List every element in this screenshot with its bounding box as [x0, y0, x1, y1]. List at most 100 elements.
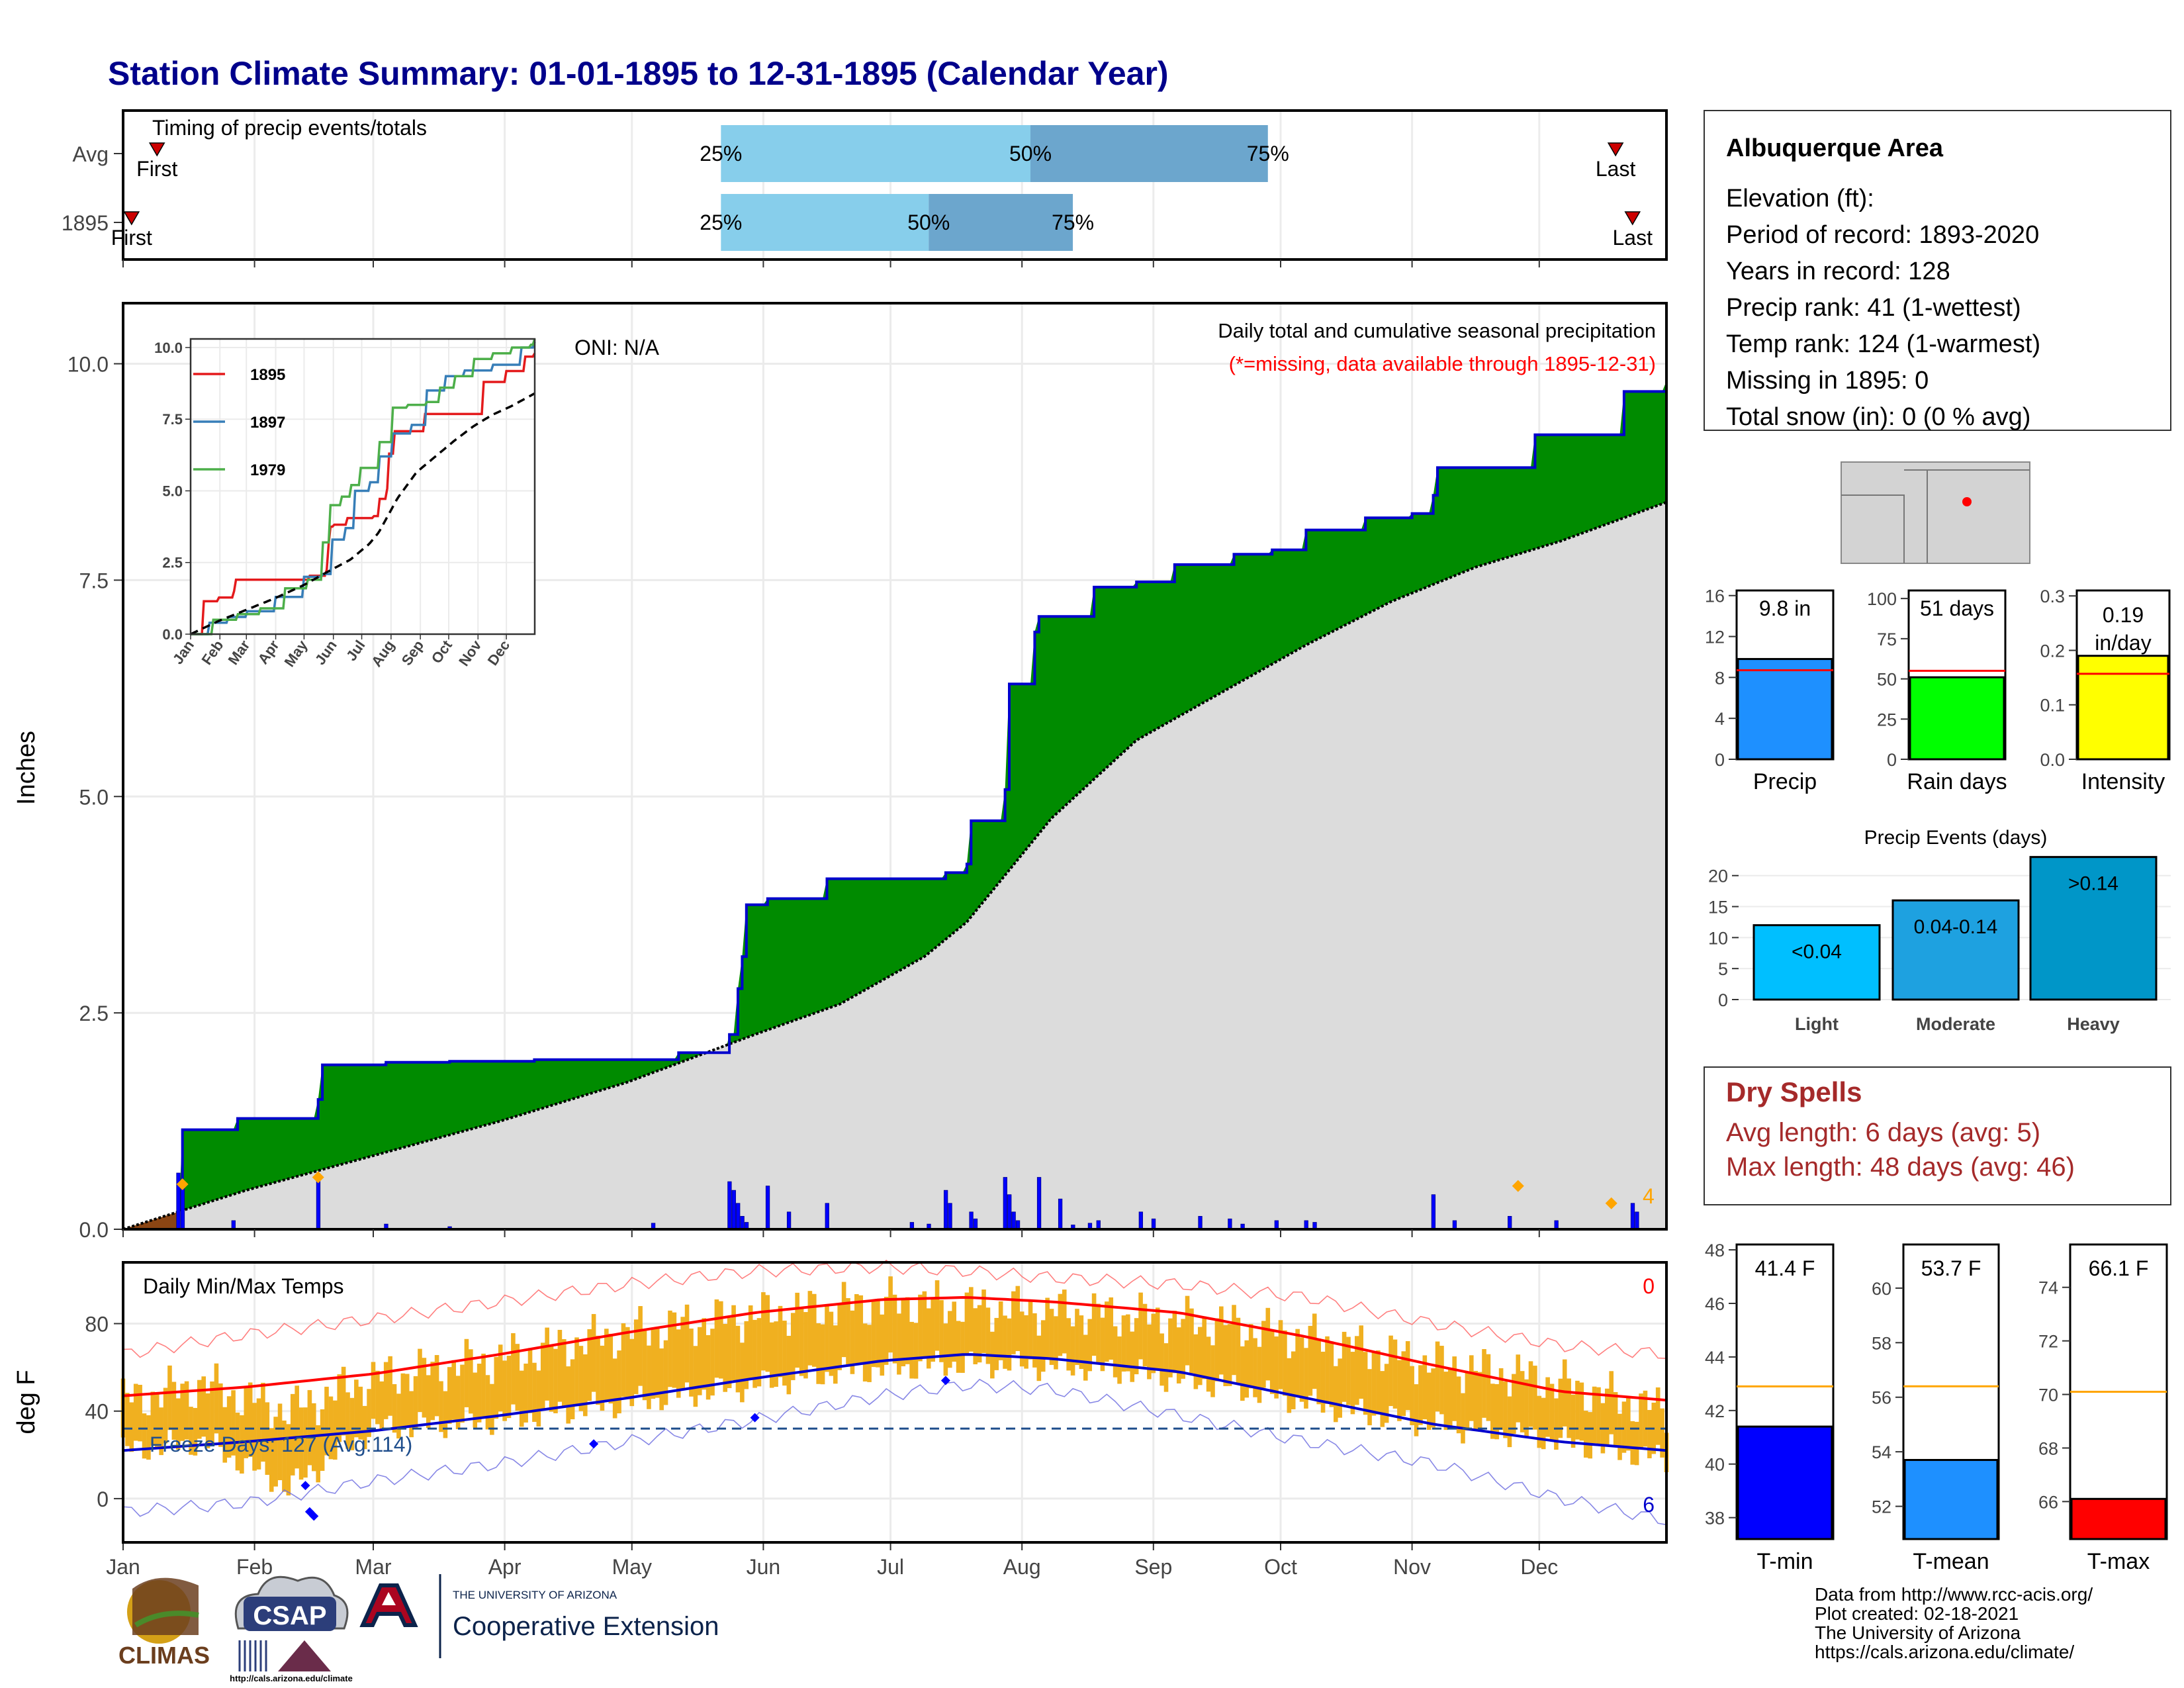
temp-daily-bar [1045, 1297, 1050, 1358]
temp-daily-bar [684, 1304, 690, 1383]
temp-daily-bar [349, 1397, 355, 1450]
temp-daily-bar [494, 1356, 499, 1419]
temp-daily-bar [320, 1409, 325, 1471]
temp-daily-bar [850, 1310, 855, 1374]
precip-snow-marker [176, 1178, 189, 1191]
temp-daily-bar [876, 1300, 880, 1368]
temp-daily-bar [731, 1305, 736, 1381]
temp-daily-bar [1240, 1346, 1245, 1401]
temp-daily-bar [956, 1321, 961, 1373]
temp-daily-bar [1011, 1291, 1016, 1354]
info-line: Period of record: 1893-2020 [1726, 221, 2039, 249]
precip-daily-bar [1036, 1177, 1042, 1230]
temp-daily-bar [1447, 1368, 1453, 1429]
month-label: Jan [106, 1555, 140, 1579]
map-border-line [1841, 494, 1905, 563]
csap-url: http://cals.arizona.edu/climate [230, 1673, 353, 1683]
temp-daily-bar [1227, 1324, 1232, 1386]
temp-daily-bar [477, 1364, 482, 1423]
temp-daily-bar [1325, 1336, 1330, 1404]
temp-daily-bar [888, 1276, 893, 1353]
temp-daily-bar [1520, 1371, 1525, 1432]
temp-daily-bar [862, 1323, 868, 1382]
temp-daily-bar [430, 1362, 435, 1421]
mini-bar-value [2077, 655, 2169, 761]
temp-daily-bar [515, 1344, 520, 1411]
dry-spells-line: Max length: 48 days (avg: 46) [1726, 1152, 2075, 1182]
month-label: Mar [355, 1555, 391, 1579]
temp-daily-bar [748, 1305, 753, 1380]
temp-daily-bar [256, 1398, 261, 1470]
temp-daily-bar [608, 1333, 614, 1404]
temp-ytick-label: 80 [85, 1313, 109, 1336]
temp-bar-ytick-label: 70 [2038, 1385, 2058, 1405]
events-category-label: Heavy [2067, 1014, 2120, 1034]
temp-daily-bar [252, 1403, 257, 1471]
temp-daily-bar [719, 1301, 723, 1379]
temp-daily-bar [226, 1396, 232, 1458]
temp-daily-bar [337, 1374, 342, 1442]
temp-ytick-label: 0 [97, 1487, 109, 1511]
freeze-days-label: Freeze Days: 127 (Avg:114) [150, 1432, 412, 1456]
temp-daily-bar [1257, 1346, 1262, 1403]
temp-daily-bar [396, 1393, 401, 1439]
mini-bar-value [1737, 658, 1833, 761]
csap-logo-text: CSAP [253, 1601, 326, 1630]
temp-daily-bar [439, 1381, 443, 1432]
temp-bar-value-label: 41.4 F [1755, 1256, 1815, 1280]
temp-daily-bar [769, 1322, 774, 1388]
temp-daily-bar [1126, 1314, 1130, 1372]
temp-daily-bar [756, 1318, 762, 1387]
precip-cumulative-line [123, 381, 1668, 1231]
temp-daily-bar [1376, 1350, 1381, 1415]
temp-bar-ytick-label: 48 [1705, 1241, 1725, 1260]
temp-daily-bar [655, 1327, 660, 1398]
timing-p25-label: 25% [700, 142, 742, 165]
temp-daily-bar [1244, 1340, 1250, 1398]
temp-daily-bar [1219, 1306, 1224, 1375]
temp-daily-bar [1367, 1369, 1372, 1426]
temp-daily-bar [197, 1380, 202, 1439]
temp-daily-bar [1019, 1311, 1024, 1367]
temp-daily-bar [290, 1393, 295, 1476]
temp-daily-bar [1545, 1377, 1550, 1437]
temp-title: Daily Min/Max Temps [143, 1274, 343, 1298]
temp-daily-bar [897, 1313, 901, 1375]
temp-daily-bar [341, 1366, 346, 1436]
temp-daily-bar [1206, 1336, 1211, 1392]
temp-daily-bar [1541, 1397, 1546, 1450]
month-label: Jul [877, 1555, 904, 1579]
temp-daily-bar [1490, 1383, 1495, 1439]
temp-daily-bar [761, 1292, 766, 1371]
temp-daily-bar [1639, 1393, 1643, 1448]
temp-daily-bar [909, 1321, 914, 1379]
mini-bar-ytick-label: 0.1 [2040, 696, 2065, 716]
temp-daily-bar [269, 1428, 274, 1492]
temp-count-max: 0 [1643, 1274, 1655, 1298]
temp-bar-value-label: 53.7 F [1921, 1256, 1981, 1280]
events-ytick-label: 0 [1718, 990, 1728, 1010]
temp-daily-bar [1626, 1397, 1631, 1451]
temp-daily-bar [316, 1425, 321, 1483]
oni-label: ONI: N/A [574, 336, 660, 359]
temp-daily-bar [1130, 1331, 1135, 1382]
temp-daily-bar [1274, 1336, 1279, 1399]
events-title: Precip Events (days) [1864, 827, 2048, 849]
temp-daily-bar [1482, 1349, 1486, 1418]
temp-daily-bar [680, 1317, 685, 1390]
temp-daily-bar [829, 1311, 834, 1376]
temp-daily-bar [727, 1317, 732, 1388]
month-label: Dec [1520, 1555, 1558, 1579]
precip-daily-bar [943, 1190, 948, 1230]
temp-daily-bar [205, 1393, 210, 1448]
temp-daily-bar [1397, 1360, 1402, 1421]
temp-daily-bar [1007, 1318, 1012, 1371]
timing-p25-label: 25% [700, 211, 742, 234]
temp-daily-bar [1333, 1366, 1338, 1423]
temp-daily-bar [1316, 1338, 1321, 1405]
temp-daily-bar [1091, 1293, 1097, 1356]
inset-ytick-label: 7.5 [162, 411, 183, 428]
precip-daily-bar [765, 1186, 770, 1230]
temp-daily-bar [1414, 1384, 1419, 1436]
ua-extension-text: Cooperative Extension [453, 1612, 719, 1641]
